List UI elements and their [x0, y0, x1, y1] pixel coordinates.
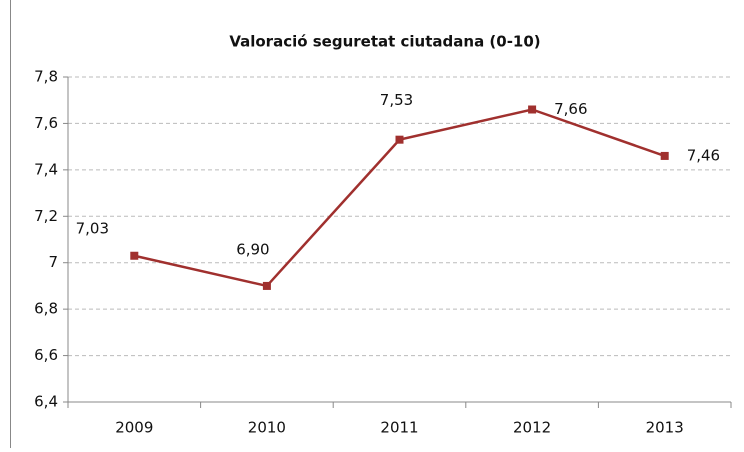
- chart-title: Valoració seguretat ciutadana (0-10): [229, 33, 540, 51]
- x-tick-label: 2013: [646, 419, 684, 437]
- x-tick-label: 2012: [513, 419, 551, 437]
- marker: [395, 135, 404, 144]
- x-tick-label: 2011: [380, 419, 418, 437]
- data-label: 6,90: [236, 240, 269, 258]
- y-tick-label: 7: [48, 253, 58, 271]
- marker: [130, 251, 139, 260]
- data-label: 7,46: [687, 146, 720, 164]
- marker: [660, 151, 669, 160]
- y-tick-label: 6,8: [34, 300, 58, 318]
- y-tick-label: 7,8: [34, 68, 58, 86]
- x-tick-label: 2010: [248, 419, 286, 437]
- y-tick-label: 7,4: [34, 160, 58, 178]
- data-label: 7,66: [554, 100, 587, 118]
- data-label: 7,53: [380, 91, 413, 109]
- marker: [262, 281, 271, 290]
- x-tick-label: 2009: [115, 419, 153, 437]
- y-tick-label: 6,6: [34, 346, 58, 364]
- y-tick-label: 6,4: [34, 393, 58, 411]
- data-label: 7,03: [76, 219, 109, 237]
- y-tick-label: 7,6: [34, 114, 58, 132]
- marker: [528, 105, 537, 114]
- y-tick-label: 7,2: [34, 207, 58, 225]
